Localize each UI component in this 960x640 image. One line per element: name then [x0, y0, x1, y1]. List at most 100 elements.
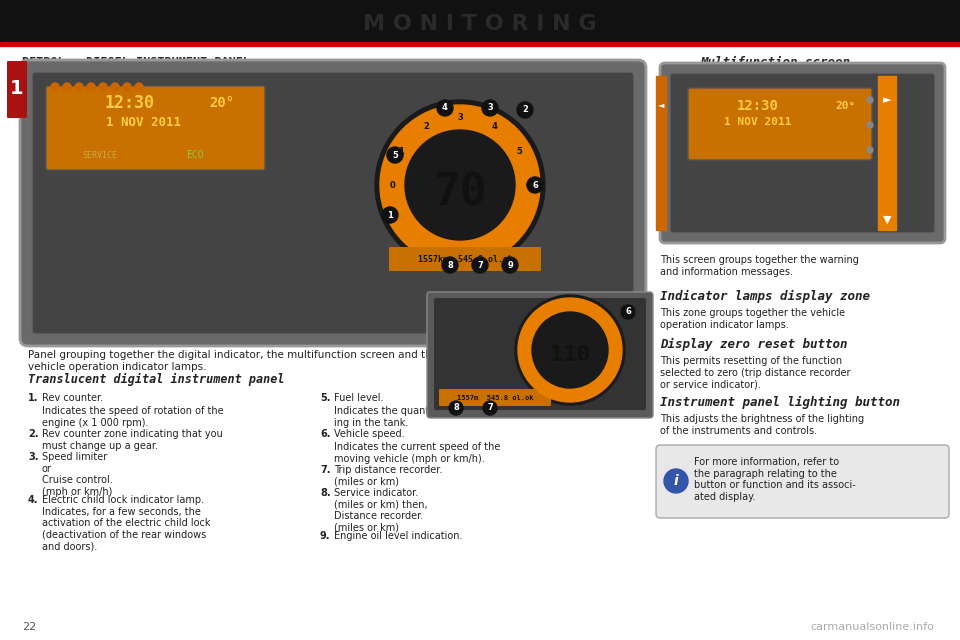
Text: Service indicator.
(miles or km) then,
Distance recorder.
(miles or km): Service indicator. (miles or km) then, D… [334, 488, 427, 532]
FancyBboxPatch shape [20, 60, 646, 346]
Text: 70: 70 [433, 172, 487, 214]
Text: 1557m  545.8 ol.ok: 1557m 545.8 ol.ok [457, 395, 533, 401]
Circle shape [51, 83, 59, 91]
Text: 20°: 20° [835, 101, 855, 111]
Text: For more information, refer to
the paragraph relating to the
button or function : For more information, refer to the parag… [694, 457, 855, 502]
Text: ▼: ▼ [883, 215, 891, 225]
Text: 2: 2 [423, 122, 429, 131]
Bar [878, 76, 896, 230]
Text: 110: 110 [550, 345, 590, 365]
Text: 0: 0 [389, 180, 395, 189]
Text: 8: 8 [447, 260, 453, 269]
Text: 12:30: 12:30 [105, 94, 155, 112]
Text: Indicates the quantity of fuel remain-
ing in the tank.: Indicates the quantity of fuel remain- i… [334, 406, 516, 428]
Circle shape [63, 83, 71, 91]
Circle shape [87, 83, 95, 91]
Circle shape [502, 257, 518, 273]
Circle shape [527, 177, 543, 193]
Text: i: i [674, 474, 679, 488]
Text: 8.: 8. [320, 488, 330, 498]
Circle shape [472, 257, 488, 273]
Text: Engine oil level indication.: Engine oil level indication. [334, 531, 463, 541]
Text: 20°: 20° [209, 96, 234, 110]
Text: This screen groups together the warning
and information messages.: This screen groups together the warning … [660, 255, 859, 276]
Text: 6: 6 [532, 180, 538, 189]
Text: M O N I T O R I N G: M O N I T O R I N G [363, 14, 597, 34]
Circle shape [380, 105, 540, 265]
Text: Speed limiter
or
Cruise control.
(mph or km/h): Speed limiter or Cruise control. (mph or… [42, 452, 112, 497]
Text: This permits resetting of the function
selected to zero (trip distance recorder
: This permits resetting of the function s… [660, 356, 851, 389]
Circle shape [621, 305, 635, 319]
FancyBboxPatch shape [32, 72, 634, 334]
Text: Rev counter zone indicating that you
must change up a gear.: Rev counter zone indicating that you mus… [42, 429, 223, 451]
Text: 6: 6 [525, 180, 531, 189]
Circle shape [99, 83, 107, 91]
Text: 3: 3 [487, 104, 492, 113]
Text: This zone groups together the vehicle
operation indicator lamps.: This zone groups together the vehicle op… [660, 308, 845, 330]
FancyBboxPatch shape [7, 61, 27, 118]
Text: Translucent digital instrument panel: Translucent digital instrument panel [28, 373, 284, 386]
Text: 9.: 9. [320, 531, 330, 541]
Circle shape [482, 100, 498, 116]
Text: 3: 3 [457, 113, 463, 122]
Circle shape [375, 100, 545, 270]
Text: Indicator lamps display zone: Indicator lamps display zone [660, 290, 870, 303]
Circle shape [867, 97, 873, 103]
Text: 12:30: 12:30 [737, 99, 779, 113]
Text: 4: 4 [492, 122, 497, 131]
Text: 4.: 4. [28, 495, 38, 505]
Text: 7: 7 [487, 403, 492, 413]
Text: 1: 1 [387, 211, 393, 220]
Text: ►: ► [883, 95, 891, 105]
Text: Electric child lock indicator lamp.
Indicates, for a few seconds, the
activation: Electric child lock indicator lamp. Indi… [42, 495, 210, 552]
Text: Panel grouping together the digital indicator, the multifunction screen and the
: Panel grouping together the digital indi… [28, 350, 438, 372]
Text: 2: 2 [522, 106, 528, 115]
Circle shape [405, 130, 515, 240]
Text: SERVICE: SERVICE [83, 150, 117, 159]
Text: This adjusts the brightness of the lighting
of the instruments and controls.: This adjusts the brightness of the light… [660, 414, 864, 436]
Text: 5.: 5. [320, 393, 330, 403]
Circle shape [515, 295, 625, 405]
FancyBboxPatch shape [389, 247, 541, 271]
Circle shape [442, 257, 458, 273]
Bar [0, 42, 960, 46]
Text: 1 NOV 2011: 1 NOV 2011 [724, 117, 792, 127]
Circle shape [867, 122, 873, 128]
FancyBboxPatch shape [434, 298, 646, 410]
FancyBboxPatch shape [656, 445, 949, 518]
Text: 9: 9 [507, 260, 513, 269]
FancyBboxPatch shape [427, 292, 653, 418]
Circle shape [135, 83, 143, 91]
Text: 1 NOV 2011: 1 NOV 2011 [106, 115, 180, 129]
Text: 5: 5 [392, 150, 398, 159]
Text: 7: 7 [477, 260, 483, 269]
Text: Vehicle speed.: Vehicle speed. [334, 429, 404, 439]
Text: 6.: 6. [320, 429, 330, 439]
Text: 1: 1 [398, 147, 404, 156]
FancyBboxPatch shape [688, 88, 872, 160]
Circle shape [111, 83, 119, 91]
Circle shape [437, 100, 453, 116]
Text: Indicates the current speed of the
moving vehicle (mph or km/h).: Indicates the current speed of the movin… [334, 442, 500, 463]
Text: 7.: 7. [320, 465, 330, 475]
Text: 2.: 2. [28, 429, 38, 439]
Text: 3.: 3. [28, 452, 38, 462]
Bar [656, 76, 666, 230]
Text: carmanualsonline.info: carmanualsonline.info [810, 622, 934, 632]
FancyBboxPatch shape [660, 63, 945, 243]
Circle shape [867, 147, 873, 153]
Text: Display zero reset button: Display zero reset button [660, 338, 848, 351]
Text: PETROL - DIESEL INSTRUMENT PANEL: PETROL - DIESEL INSTRUMENT PANEL [22, 56, 250, 69]
Text: 6: 6 [625, 307, 631, 317]
Circle shape [518, 298, 622, 402]
Text: 22: 22 [22, 622, 36, 632]
Text: Instrument panel lighting button: Instrument panel lighting button [660, 396, 900, 409]
Circle shape [449, 401, 463, 415]
Text: Multifunction screen: Multifunction screen [700, 56, 850, 69]
Text: ECO: ECO [186, 150, 204, 160]
Text: 4: 4 [442, 104, 448, 113]
Text: 8: 8 [453, 403, 459, 413]
Circle shape [75, 83, 83, 91]
Bar [0, 0, 960, 42]
FancyBboxPatch shape [439, 389, 551, 406]
